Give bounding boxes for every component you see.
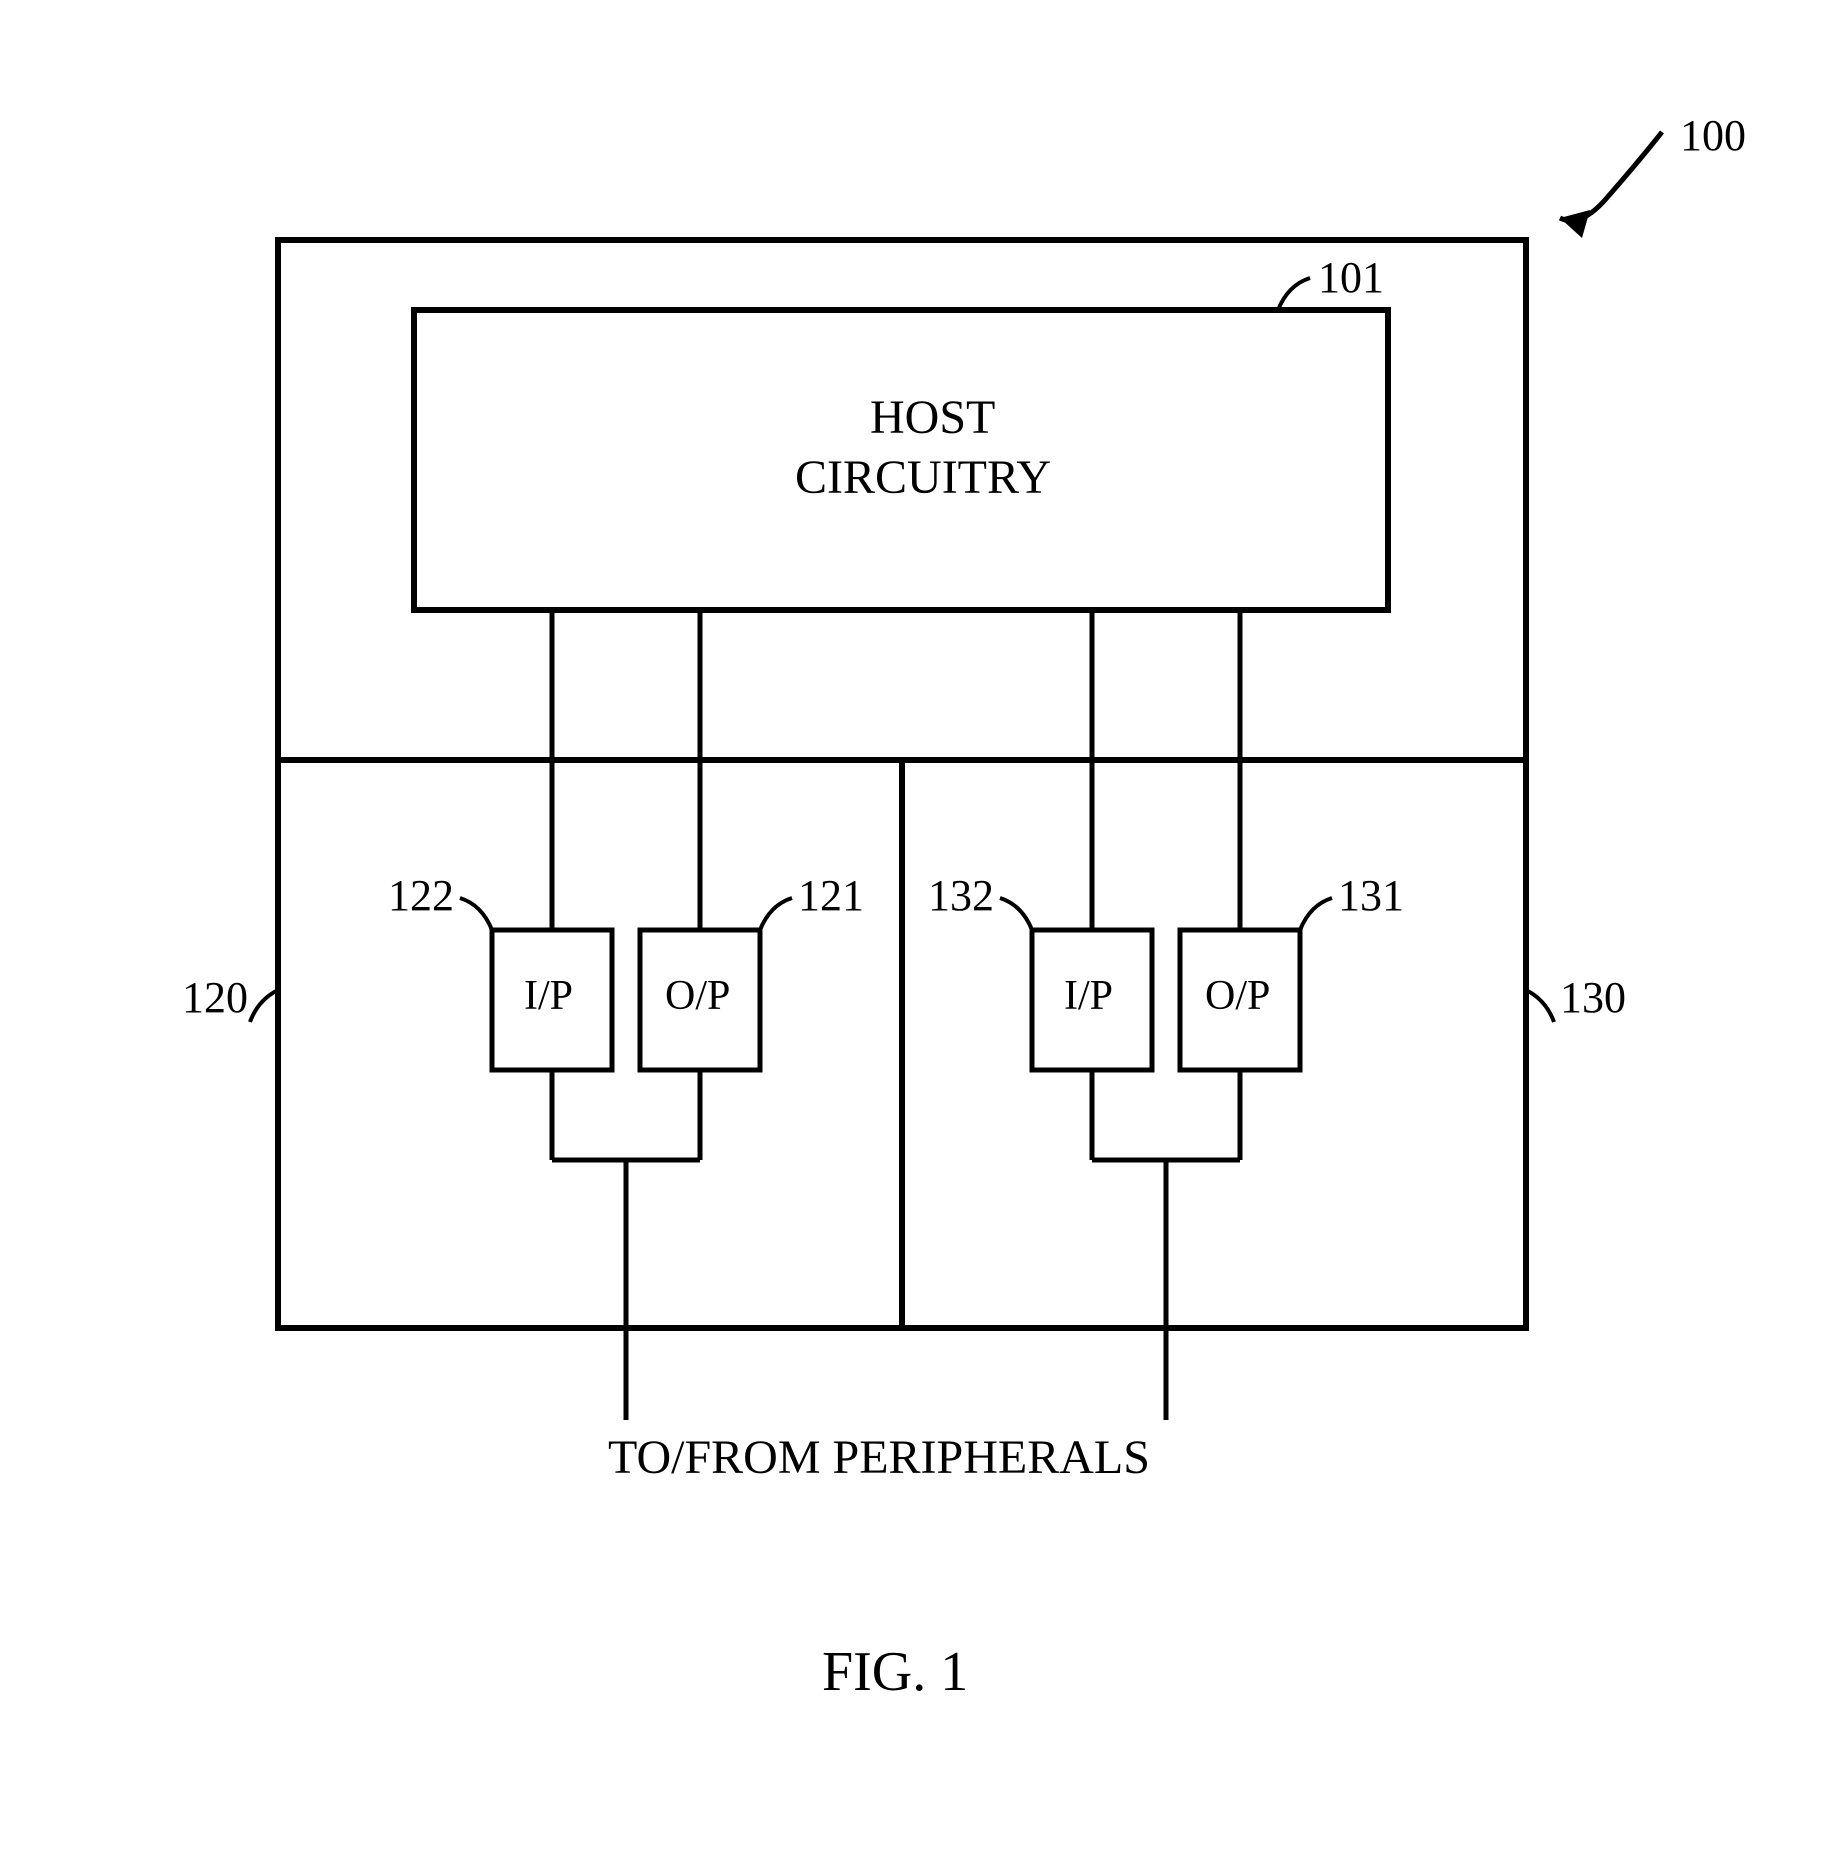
ref-120: 120 <box>182 972 248 1023</box>
figure-caption: FIG. 1 <box>822 1640 968 1704</box>
peripherals-label: TO/FROM PERIPHERALS <box>608 1430 1150 1485</box>
host-line2: CIRCUITRY <box>795 450 1051 505</box>
leader-130 <box>1526 990 1554 1022</box>
leader-121 <box>760 898 792 930</box>
host-line1: HOST <box>870 390 995 445</box>
leader-101 <box>1278 278 1310 310</box>
ref-122: 122 <box>388 870 454 921</box>
ref-100: 100 <box>1680 110 1746 161</box>
leader-132 <box>1000 898 1032 930</box>
right-ip-label: I/P <box>1064 972 1113 1020</box>
ref-121: 121 <box>798 870 864 921</box>
arrow-100 <box>1560 132 1662 238</box>
leader-131 <box>1300 898 1332 930</box>
figure-1: HOST CIRCUITRY I/P O/P I/P O/P 100 101 1… <box>0 0 1822 1863</box>
right-op-label: O/P <box>1205 972 1270 1020</box>
ref-130: 130 <box>1560 972 1626 1023</box>
ref-131: 131 <box>1338 870 1404 921</box>
ref-101: 101 <box>1318 252 1384 303</box>
left-op-label: O/P <box>665 972 730 1020</box>
left-ip-label: I/P <box>524 972 573 1020</box>
leader-122 <box>460 898 492 930</box>
diagram-svg <box>0 0 1822 1863</box>
ref-132: 132 <box>928 870 994 921</box>
leader-120 <box>250 990 278 1022</box>
